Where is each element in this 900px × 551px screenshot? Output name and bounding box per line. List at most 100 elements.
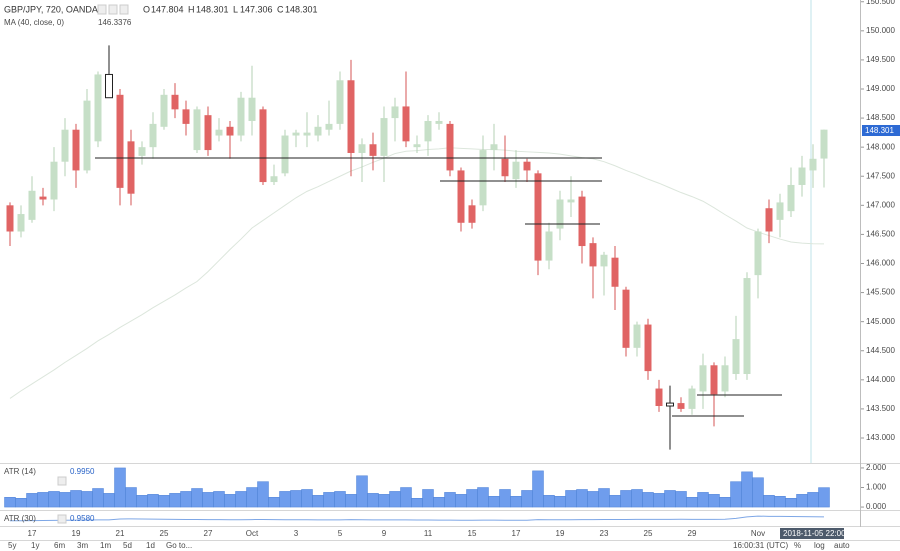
candle-body [193, 109, 201, 151]
candle-body [281, 135, 289, 174]
atr-bar [433, 497, 445, 508]
range-button[interactable]: 1m [100, 541, 111, 550]
range-button[interactable]: 1y [31, 541, 39, 550]
atr-bar [356, 475, 368, 508]
candle-body [380, 118, 388, 156]
candle-body [17, 214, 25, 232]
y-tick-label: 146.500 [866, 230, 895, 239]
atr-bar [235, 491, 247, 508]
atr-name: ATR (14) [4, 467, 36, 476]
atr-bar [444, 492, 456, 508]
y-tick-label: 146.000 [866, 259, 895, 268]
candle-body [600, 254, 608, 267]
ohlc-value: 148.301 [196, 4, 229, 14]
candle-body [710, 365, 718, 395]
atr-bar [4, 497, 16, 508]
atr-bar [136, 495, 148, 508]
x-tick-label: 17 [512, 529, 521, 538]
atr-bar [741, 471, 753, 508]
range-button[interactable]: 5y [8, 541, 16, 550]
candle-body [556, 199, 564, 229]
candle-body [468, 205, 476, 223]
x-tick-label: 27 [204, 529, 213, 538]
candle-body [721, 365, 729, 392]
candle-body [534, 173, 542, 261]
y-tick-label: 0.000 [866, 502, 887, 511]
candle-body [336, 80, 344, 124]
atr30-name: ATR (30) [4, 514, 36, 523]
atr-bar [48, 491, 60, 508]
candle-body [28, 190, 36, 220]
candle-body [270, 176, 278, 183]
range-button[interactable]: 5d [123, 541, 132, 550]
atr-bar [620, 490, 632, 508]
atr-bar [125, 487, 137, 508]
ohlc-value: 147.804 [151, 4, 184, 14]
x-tick-label: 5 [338, 529, 343, 538]
candle-body [490, 144, 498, 151]
candle-body [655, 388, 663, 406]
atr-bar [367, 493, 379, 508]
symbol: GBP/JPY, 720, OANDA [4, 4, 98, 14]
candle-body [347, 80, 355, 153]
range-button[interactable]: 3m [77, 541, 88, 550]
candle-body [501, 158, 509, 177]
candle-body [699, 365, 707, 392]
candle-body [424, 120, 432, 142]
range-button[interactable]: 1d [146, 541, 155, 550]
candle-body [413, 144, 421, 148]
atr-bar [246, 487, 258, 508]
atr-bar [598, 488, 610, 508]
atr-bar [81, 491, 93, 508]
candle-body [204, 115, 212, 151]
candle-body [6, 205, 14, 232]
y-tick-label: 144.000 [866, 375, 895, 384]
atr-bar [565, 490, 577, 508]
option-button[interactable]: auto [834, 541, 850, 550]
date-badge [780, 528, 844, 539]
candle-body [237, 97, 245, 136]
candle-body [259, 109, 267, 183]
candle-body [127, 141, 135, 194]
option-button[interactable]: % [794, 541, 801, 550]
candle-body [215, 129, 223, 136]
icon[interactable] [57, 514, 67, 524]
x-tick-label: 21 [116, 529, 125, 538]
atr-bar [202, 492, 214, 508]
candle-body [116, 94, 124, 188]
candle-body [149, 123, 157, 148]
atr-bar [213, 491, 225, 508]
candle-body [512, 161, 520, 180]
atr-value: 0.9950 [70, 467, 95, 476]
x-tick-label: Oct [246, 529, 259, 538]
option-button[interactable]: log [814, 541, 825, 550]
icon[interactable] [108, 4, 118, 15]
candle-body [446, 123, 454, 171]
range-button[interactable]: 6m [54, 541, 65, 550]
x-tick-label: 19 [556, 529, 565, 538]
atr-bar [543, 495, 555, 508]
atr-bar [312, 495, 324, 508]
atr-bar [411, 498, 423, 508]
atr-bar [59, 492, 71, 508]
goto-button[interactable]: Go to... [166, 541, 192, 550]
candle-body [820, 129, 828, 159]
atr-bar [818, 487, 830, 508]
atr-bar [147, 494, 159, 508]
y-tick-label: 149.500 [866, 55, 895, 64]
y-tick-label: 147.500 [866, 171, 895, 180]
y-tick-label: 148.000 [866, 142, 895, 151]
atr-bar [719, 497, 731, 508]
atr-bar [389, 491, 401, 508]
ma-name: MA (40, close, 0) [4, 18, 64, 27]
candle-body [677, 403, 685, 409]
atr-bar [92, 488, 104, 508]
candle-body [358, 144, 366, 153]
candle-body [182, 109, 190, 124]
icon[interactable] [97, 4, 107, 15]
atr-bar [466, 489, 478, 508]
drawings [95, 157, 782, 417]
icon[interactable] [57, 476, 67, 486]
icon[interactable] [119, 4, 129, 15]
y-tick-label: 144.500 [866, 346, 895, 355]
